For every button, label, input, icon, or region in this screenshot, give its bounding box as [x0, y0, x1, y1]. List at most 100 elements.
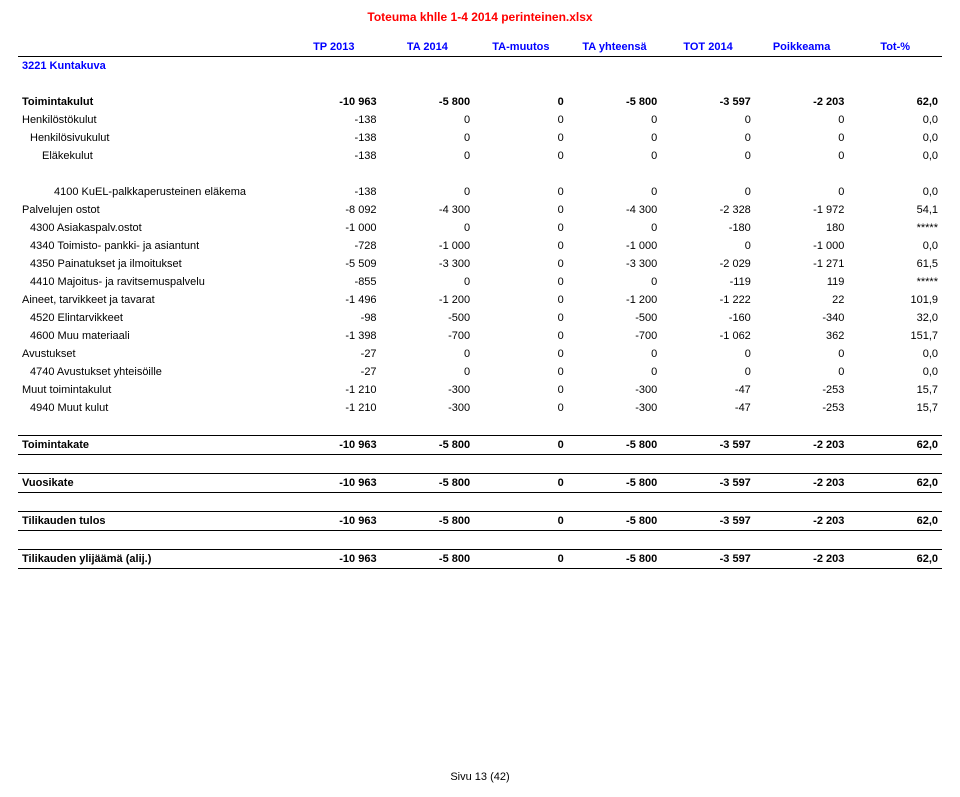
cell: 62,0 [848, 512, 942, 531]
table-row: Eläkekulut-138000000,0 [18, 147, 942, 165]
cell: 0 [474, 436, 568, 455]
cell: -5 800 [381, 550, 475, 569]
row-label: 4600 Muu materiaali [18, 327, 287, 345]
cell: 0 [474, 93, 568, 111]
cell: 101,9 [848, 291, 942, 309]
cell: -2 203 [755, 436, 849, 455]
cell: -5 800 [381, 474, 475, 493]
cell: -180 [661, 219, 755, 237]
table-row: Tilikauden ylijäämä (alij.)-10 963-5 800… [18, 550, 942, 569]
cell: 0 [474, 512, 568, 531]
cell: 0 [474, 291, 568, 309]
cell: 0 [755, 183, 849, 201]
cell: 0 [661, 345, 755, 363]
cell: 0 [474, 550, 568, 569]
cell: -138 [287, 129, 381, 147]
cell: 0 [568, 183, 662, 201]
cell: -300 [381, 399, 475, 417]
row-label: Palvelujen ostot [18, 201, 287, 219]
cell: -3 597 [661, 93, 755, 111]
cell: -1 398 [287, 327, 381, 345]
cell: -300 [568, 399, 662, 417]
row-label: Aineet, tarvikkeet ja tavarat [18, 291, 287, 309]
cell: 0 [474, 201, 568, 219]
cell: -1 000 [381, 237, 475, 255]
cell: 0 [381, 147, 475, 165]
cell: -10 963 [287, 512, 381, 531]
table-row: Muut toimintakulut-1 210-3000-300-47-253… [18, 381, 942, 399]
cell: 0 [568, 345, 662, 363]
cell: -2 029 [661, 255, 755, 273]
cell: 0 [474, 474, 568, 493]
cell: -10 963 [287, 93, 381, 111]
cell: 0,0 [848, 345, 942, 363]
table-row: Toimintakulut-10 963-5 8000-5 800-3 597-… [18, 93, 942, 111]
cell: 0,0 [848, 183, 942, 201]
cell: -700 [568, 327, 662, 345]
row-label: Tilikauden tulos [18, 512, 287, 531]
row-label: Vuosikate [18, 474, 287, 493]
cell: 62,0 [848, 474, 942, 493]
cell: -1 271 [755, 255, 849, 273]
cell: -300 [381, 381, 475, 399]
page-footer: Sivu 13 (42) [0, 771, 960, 783]
cell: 0 [381, 183, 475, 201]
cell: -10 963 [287, 436, 381, 455]
cell: -1 062 [661, 327, 755, 345]
cell: 0 [755, 147, 849, 165]
cell: 15,7 [848, 381, 942, 399]
col-3: TA yhteensä [568, 38, 662, 57]
cell: 0 [661, 111, 755, 129]
spacer-row [18, 531, 942, 550]
cell: -5 800 [568, 474, 662, 493]
cell: 0 [474, 309, 568, 327]
cell: -138 [287, 111, 381, 129]
table-row: 4300 Asiakaspalv.ostot-1 000000-180180**… [18, 219, 942, 237]
table-row: 4600 Muu materiaali-1 398-7000-700-1 062… [18, 327, 942, 345]
cell: ***** [848, 219, 942, 237]
spacer-row [18, 455, 942, 474]
cell: -2 328 [661, 201, 755, 219]
cell: 0 [474, 219, 568, 237]
cell: 0 [568, 129, 662, 147]
cell: 0,0 [848, 237, 942, 255]
cell: 32,0 [848, 309, 942, 327]
cell: -138 [287, 183, 381, 201]
cell: -3 300 [568, 255, 662, 273]
cell: 0,0 [848, 111, 942, 129]
cell: -3 597 [661, 474, 755, 493]
cell: 0 [755, 363, 849, 381]
cell: 151,7 [848, 327, 942, 345]
cell: -10 963 [287, 550, 381, 569]
cell: -10 963 [287, 474, 381, 493]
cell: 0 [474, 363, 568, 381]
section-label: 3221 Kuntakuva [18, 57, 287, 76]
spacer-row [18, 493, 942, 512]
row-label: 4520 Elintarvikkeet [18, 309, 287, 327]
cell: -5 800 [568, 550, 662, 569]
cell: 0 [755, 111, 849, 129]
cell: -855 [287, 273, 381, 291]
cell: 54,1 [848, 201, 942, 219]
cell: -5 800 [568, 512, 662, 531]
cell: -1 200 [381, 291, 475, 309]
row-label: Toimintakate [18, 436, 287, 455]
cell: 0 [381, 363, 475, 381]
cell: -1 000 [755, 237, 849, 255]
spacer-row [18, 165, 942, 183]
cell: -2 203 [755, 550, 849, 569]
row-label: 4940 Muut kulut [18, 399, 287, 417]
row-label: 4100 KuEL-palkkaperusteinen eläkema [18, 183, 287, 201]
col-blank [18, 38, 287, 57]
spacer-row [18, 75, 942, 93]
table-row: Henkilöstökulut-138000000,0 [18, 111, 942, 129]
col-6: Tot-% [848, 38, 942, 57]
cell: 362 [755, 327, 849, 345]
cell: -1 000 [287, 219, 381, 237]
cell: -300 [568, 381, 662, 399]
table-row: 4940 Muut kulut-1 210-3000-300-47-25315,… [18, 399, 942, 417]
cell: -47 [661, 399, 755, 417]
table-row: Palvelujen ostot-8 092-4 3000-4 300-2 32… [18, 201, 942, 219]
cell: 62,0 [848, 93, 942, 111]
cell: 0 [474, 129, 568, 147]
